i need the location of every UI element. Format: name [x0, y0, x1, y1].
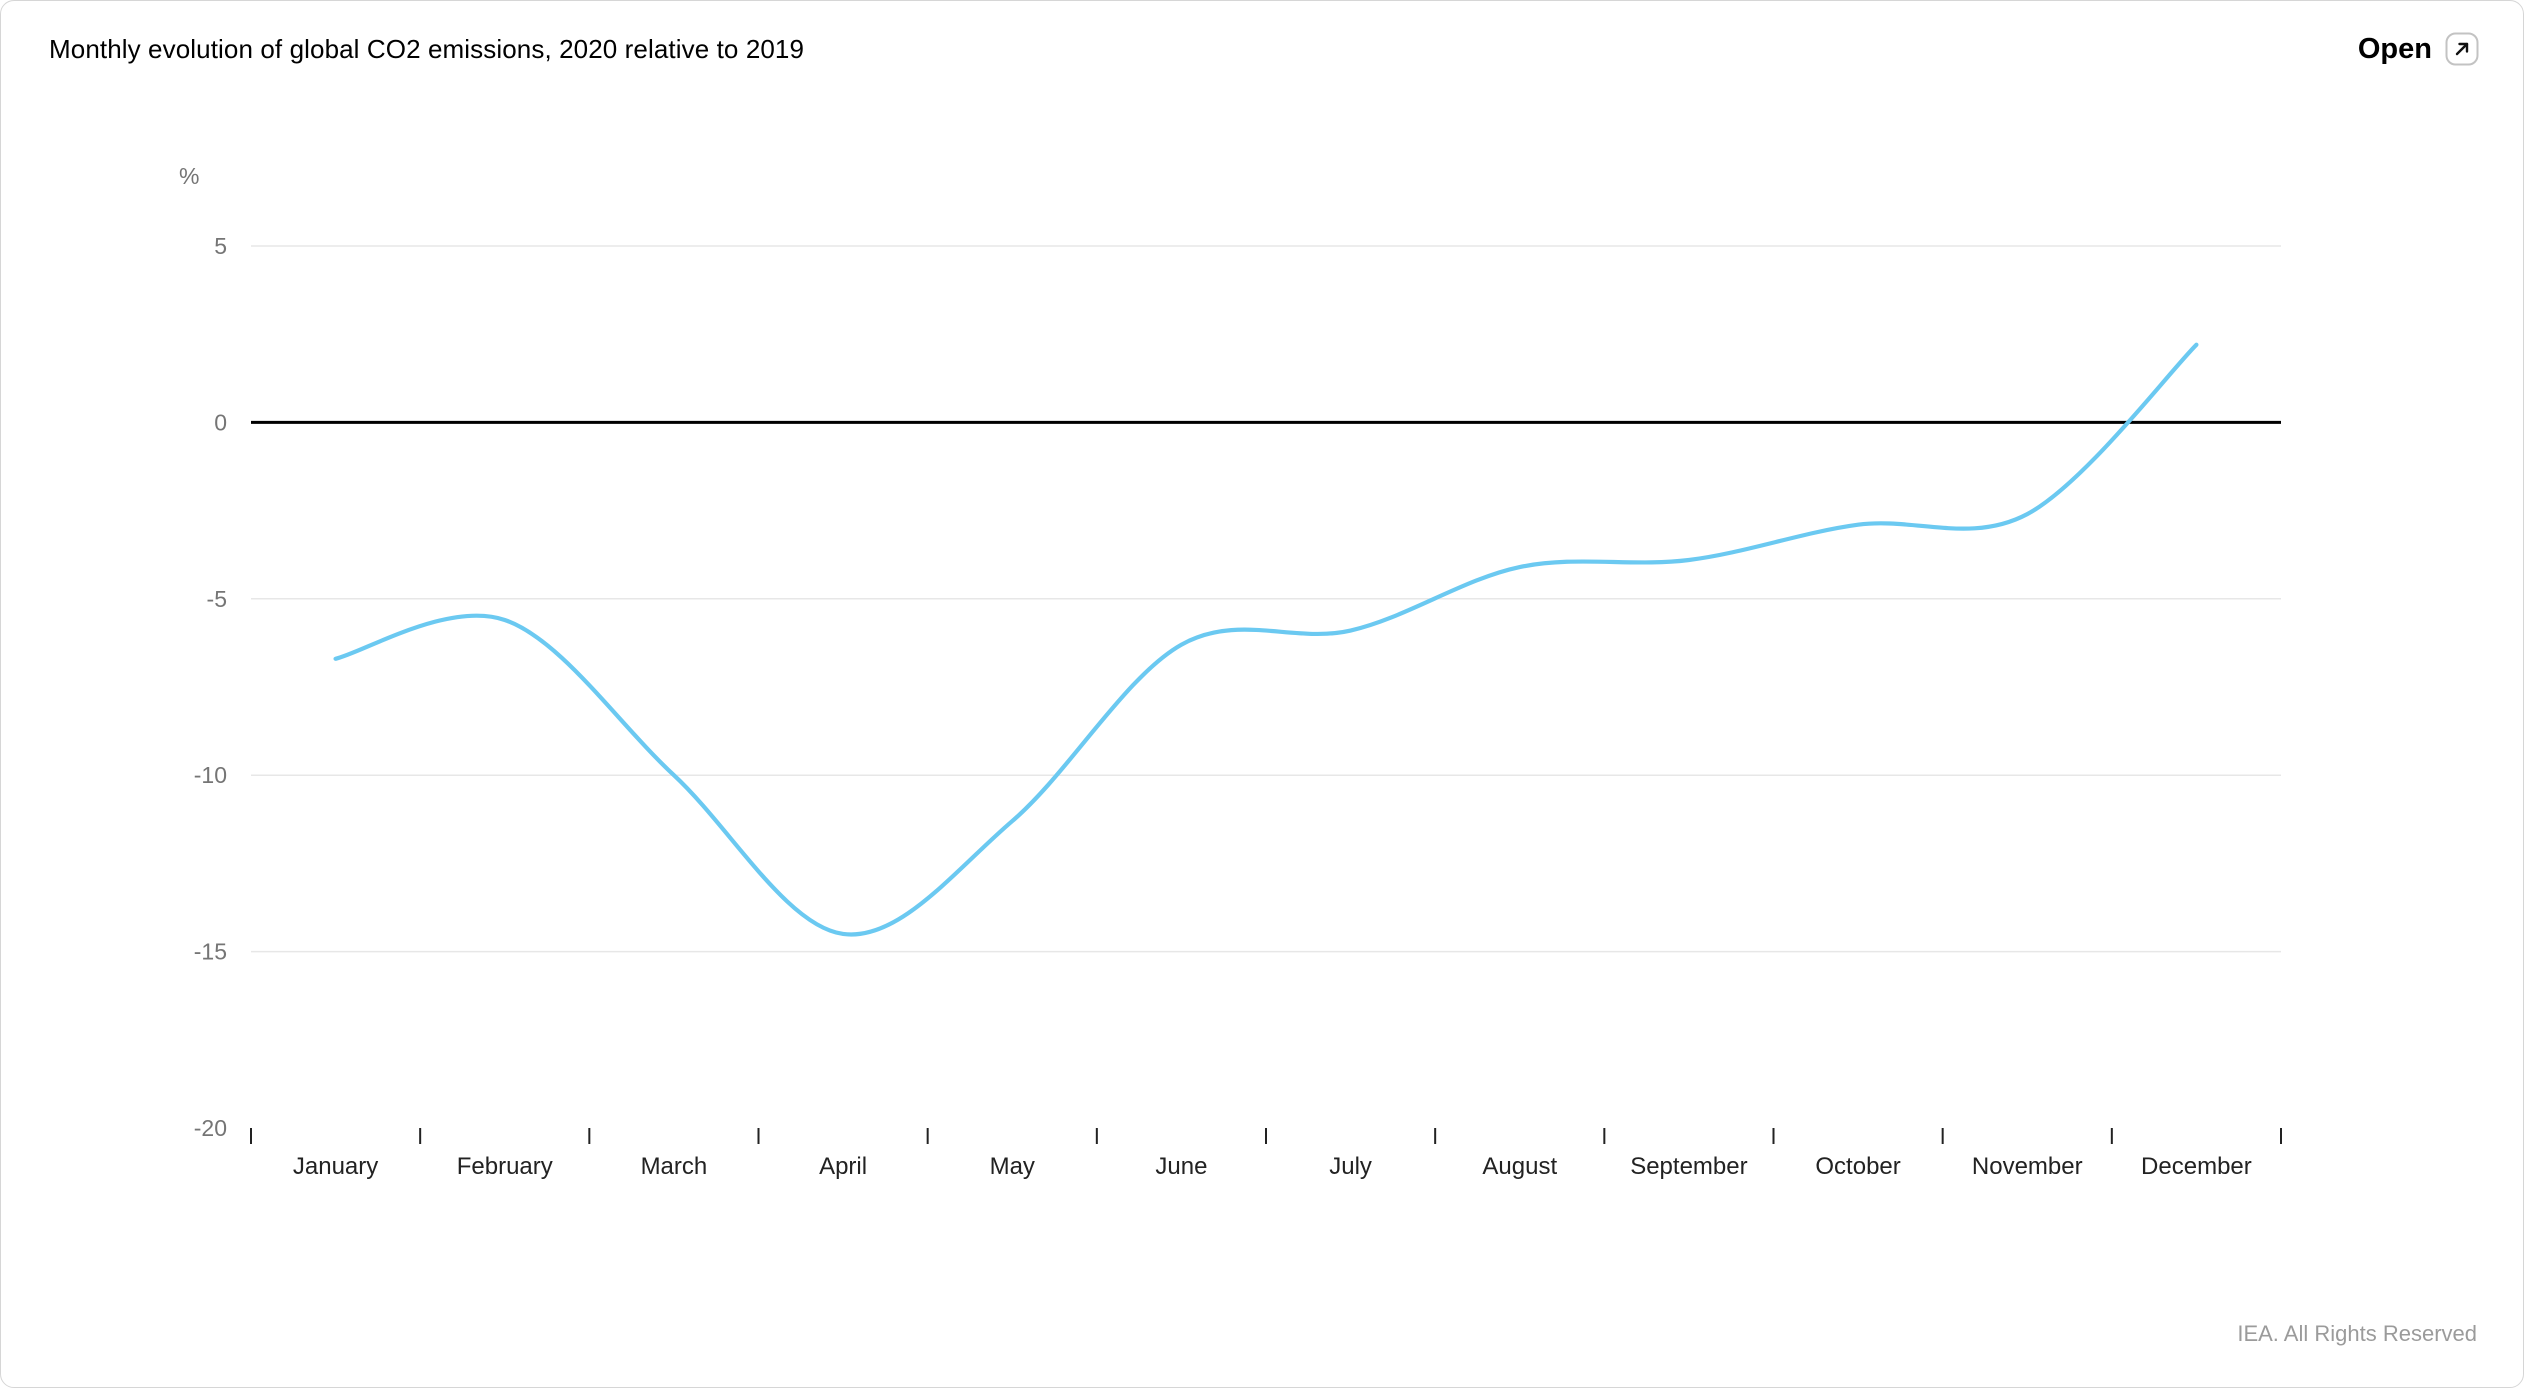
attribution: IEA. All Rights Reserved [2237, 1321, 2477, 1346]
x-tick-label: August [1482, 1153, 1557, 1180]
x-tick-label: October [1815, 1153, 1900, 1180]
y-tick-label: -20 [194, 1115, 227, 1141]
x-tick-label: December [2141, 1153, 2252, 1180]
x-tick-label: July [1329, 1153, 1372, 1180]
y-tick-label: 0 [214, 409, 227, 435]
x-tick-label: January [293, 1153, 378, 1180]
external-link-icon [2445, 32, 2479, 66]
chart-title: Monthly evolution of global CO2 emission… [49, 33, 805, 64]
x-tick-label: March [641, 1153, 708, 1180]
y-axis-unit-label: % [179, 163, 199, 189]
open-button-label: Open [2357, 32, 2432, 65]
y-tick-label: -5 [207, 586, 227, 612]
x-tick-label: November [1972, 1153, 2083, 1180]
card-header: Monthly evolution of global CO2 emission… [1, 1, 2523, 97]
y-tick-label: -10 [194, 762, 227, 788]
y-tick-label: 5 [214, 233, 227, 259]
x-tick-label: May [990, 1153, 1035, 1180]
card-footer: IEA. All Rights Reserved [2237, 1321, 2477, 1347]
emissions-line-series [333, 342, 2199, 937]
x-tick-label: September [1630, 1153, 1747, 1180]
x-tick-label: February [457, 1153, 553, 1180]
x-tick-label: April [819, 1153, 867, 1180]
open-button[interactable]: Open [2358, 32, 2479, 66]
y-tick-label: -15 [194, 939, 227, 965]
x-tick-label: June [1155, 1153, 1207, 1180]
